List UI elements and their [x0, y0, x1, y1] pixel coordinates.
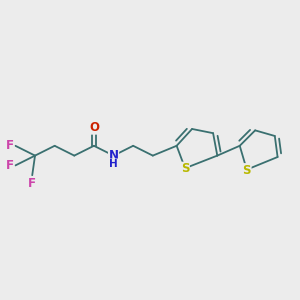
Text: S: S	[181, 162, 189, 175]
Text: S: S	[242, 164, 251, 177]
Text: H: H	[109, 159, 118, 169]
Text: F: F	[28, 177, 36, 190]
Text: F: F	[6, 139, 14, 152]
Text: N: N	[109, 149, 118, 162]
Text: O: O	[89, 121, 99, 134]
Text: F: F	[6, 159, 14, 172]
